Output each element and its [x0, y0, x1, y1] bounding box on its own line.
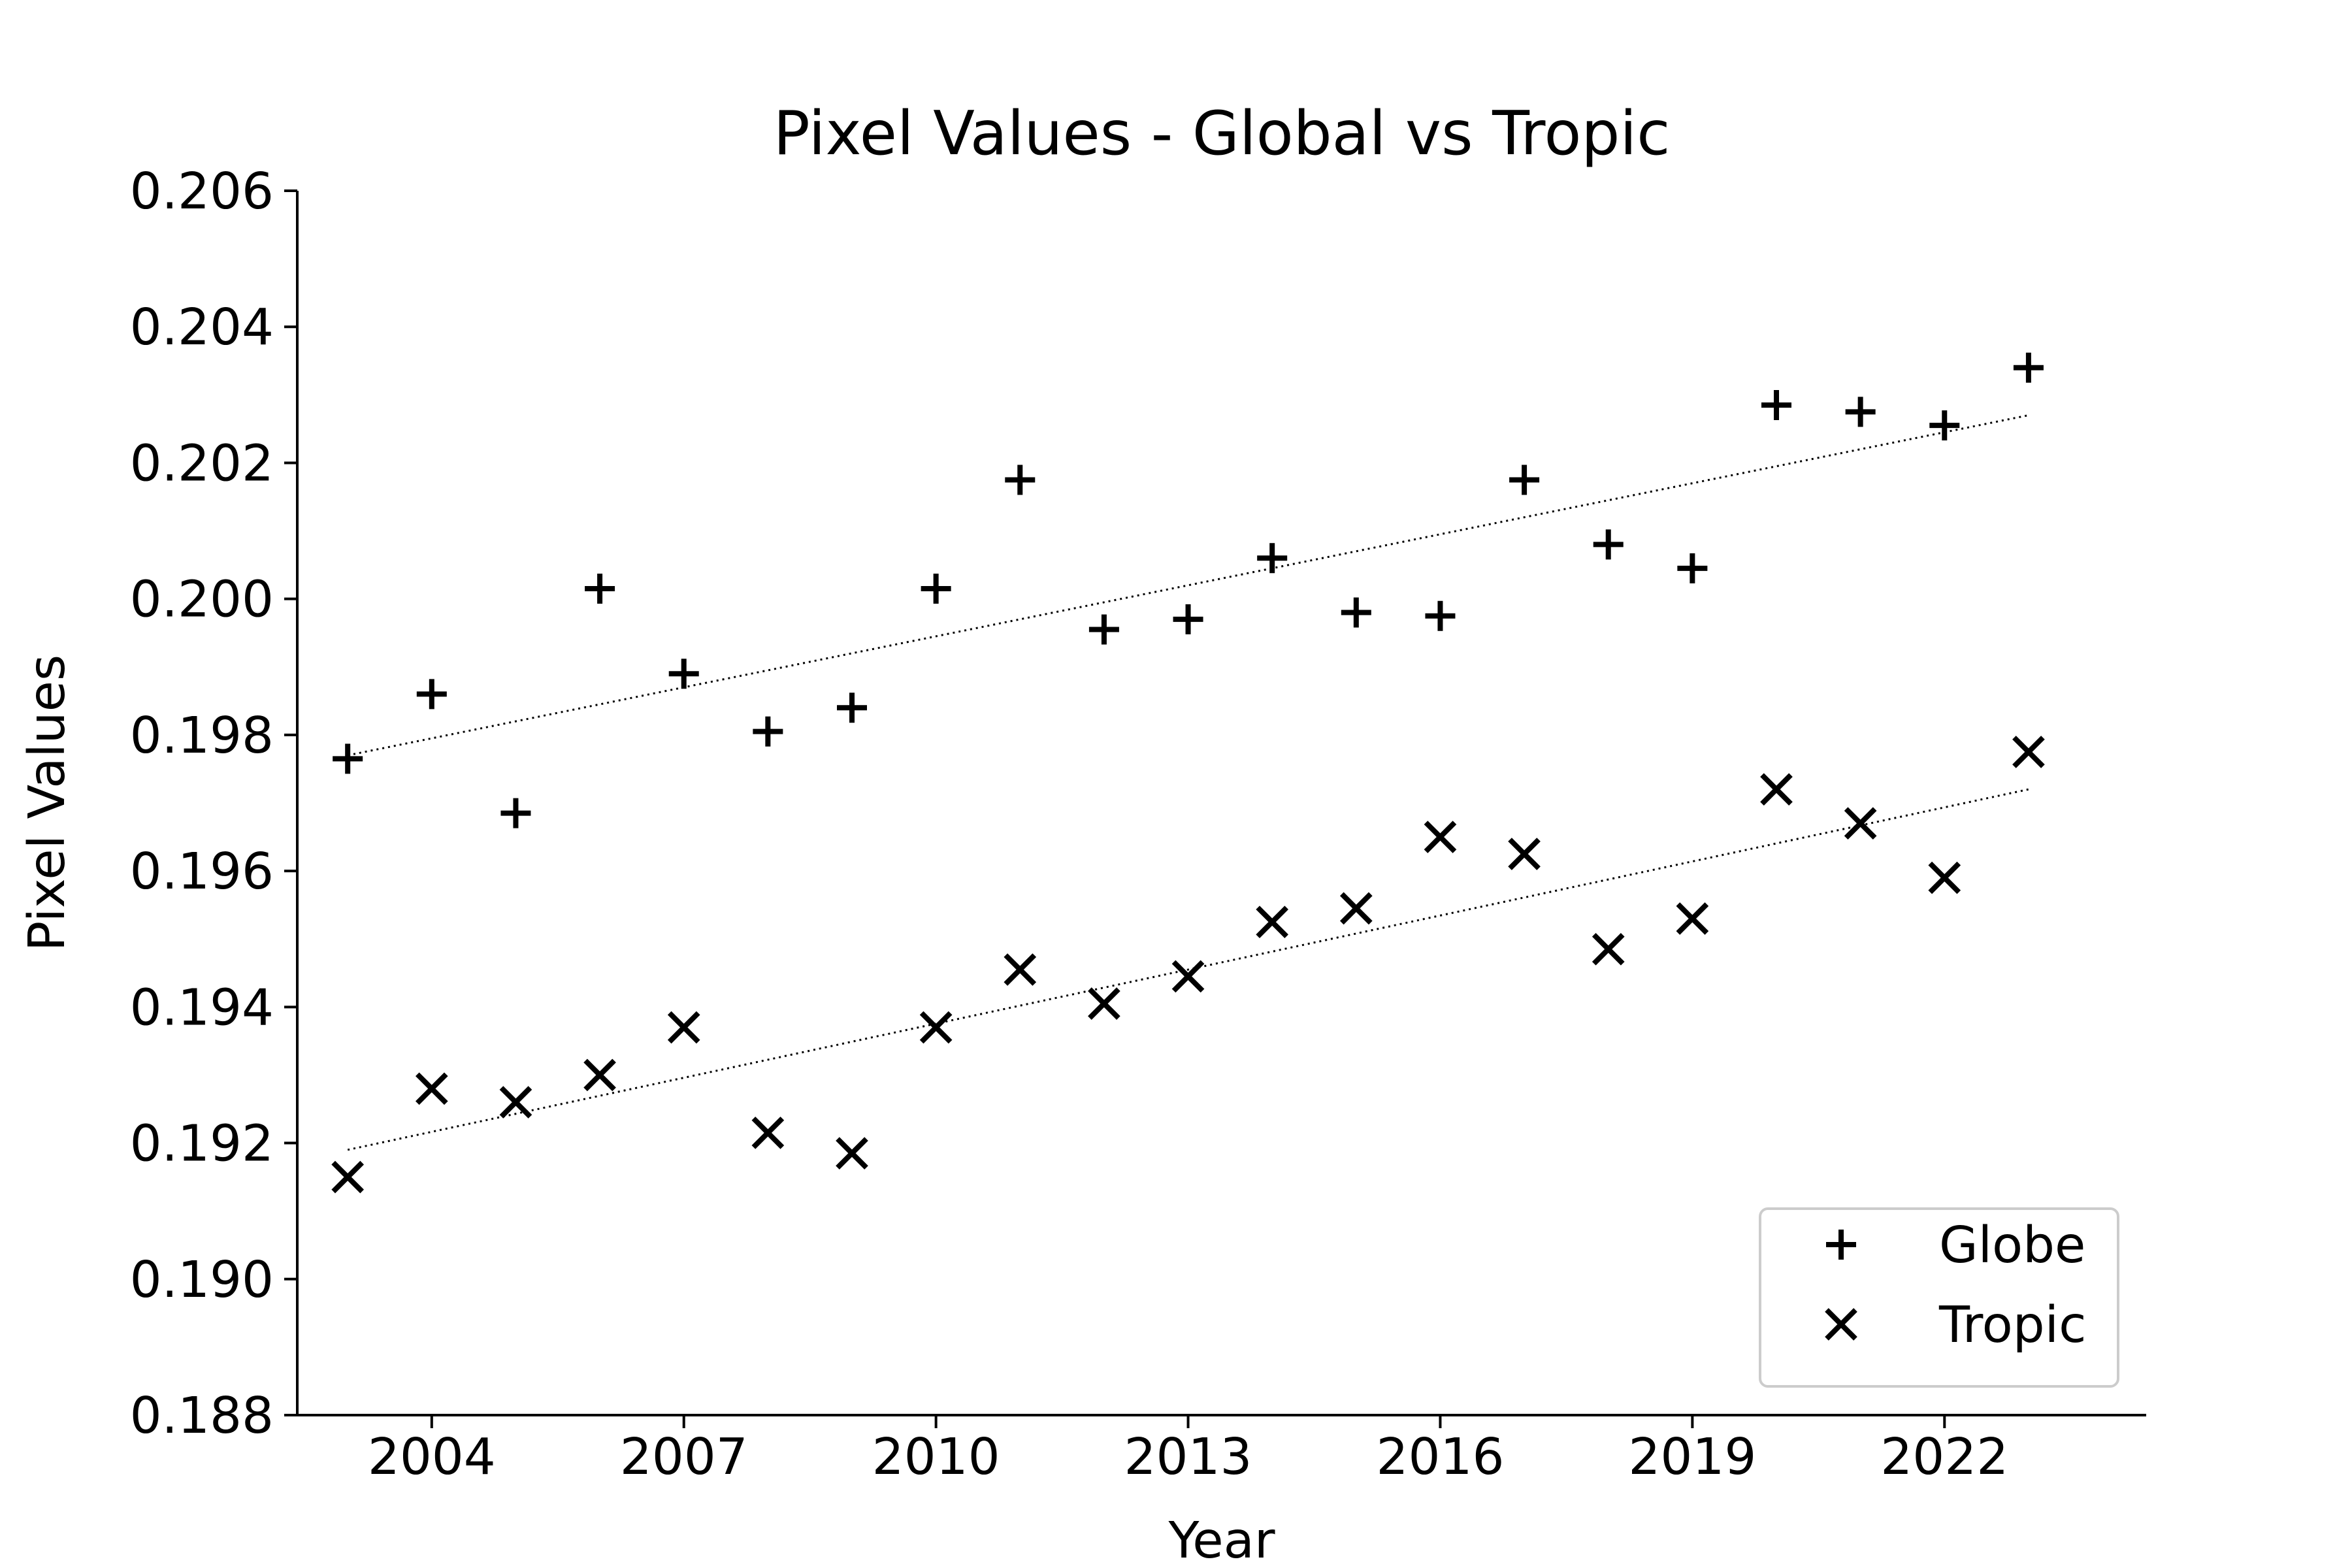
globe-point	[1593, 529, 1624, 560]
tropic-point	[1676, 902, 1709, 935]
legend-globe-label: Globe	[1939, 1217, 2085, 1275]
plot-area	[331, 352, 2045, 1194]
tropic-point	[1844, 807, 1877, 840]
legend: Globe Tropic	[1759, 1207, 2119, 1388]
legend-globe-marker	[1826, 1230, 1856, 1260]
y-tick-label: 0.204	[130, 299, 274, 357]
globe-point	[1005, 465, 1036, 495]
globe-point	[753, 716, 783, 747]
tropic-point	[1508, 838, 1541, 870]
tropic-point	[1592, 933, 1625, 966]
globe-point	[1341, 597, 1371, 628]
x-tick-label: 2010	[872, 1428, 1000, 1486]
y-tick-label: 0.206	[130, 163, 274, 221]
globe-point	[585, 574, 615, 604]
tropic-point	[1760, 773, 1793, 806]
y-tick-label: 0.192	[130, 1115, 274, 1173]
tropic-point	[415, 1072, 448, 1105]
tropic-point	[667, 1011, 700, 1044]
y-tick-label: 0.202	[130, 434, 274, 493]
globe-point	[500, 798, 531, 828]
y-tick-label: 0.200	[130, 571, 274, 629]
globe-point	[837, 693, 867, 723]
globe-point	[668, 659, 699, 689]
tropic-trend-line	[347, 788, 2029, 1151]
x-axis-label: Year	[1168, 1512, 1275, 1568]
legend-frame	[1759, 1207, 2119, 1388]
y-ticks: 0.188 0.190 0.192 0.194 0.196 0.198 0.200 0.202…	[130, 163, 297, 1445]
globe-trend-line	[347, 414, 2029, 757]
tropic-point	[331, 1160, 365, 1194]
tropic-point	[1256, 906, 1289, 939]
y-tick-label: 0.190	[130, 1251, 274, 1309]
y-tick-label: 0.188	[130, 1387, 274, 1445]
tropic-point	[1424, 821, 1457, 853]
globe-point	[1929, 410, 1960, 441]
globe-point	[1173, 604, 1203, 634]
x-tick-label: 2007	[620, 1428, 748, 1486]
legend-tropic-label: Tropic	[1938, 1296, 2086, 1354]
tropic-point	[1088, 987, 1120, 1020]
tropic-point	[751, 1117, 785, 1149]
tropic-point	[499, 1086, 532, 1119]
x-tick-label: 2019	[1628, 1428, 1756, 1486]
globe-point	[921, 574, 951, 604]
tropic-point	[1004, 953, 1037, 986]
tropic-point	[583, 1058, 616, 1092]
globe-point	[1509, 465, 1540, 495]
tropic-point	[836, 1137, 868, 1170]
globe-point	[1088, 614, 1119, 645]
y-tick-label: 0.198	[130, 707, 274, 765]
globe-point	[1677, 553, 1708, 583]
axes	[296, 191, 2146, 1416]
tropic-point	[1339, 892, 1373, 925]
y-axis-label: Pixel Values	[18, 655, 76, 951]
y-tick-label: 0.194	[130, 979, 274, 1037]
chart-title: Pixel Values - Global vs Tropic	[774, 98, 1671, 169]
globe-point	[1761, 389, 1791, 420]
y-tick-label: 0.196	[130, 843, 274, 901]
globe-point	[2013, 352, 2044, 383]
x-tick-label: 2013	[1124, 1428, 1252, 1486]
x-ticks: 2004 2007 2010 2013 2016 2019 2022	[368, 1415, 2008, 1486]
x-tick-label: 2022	[1880, 1428, 2008, 1486]
x-tick-label: 2016	[1376, 1428, 1504, 1486]
tropic-point	[1171, 960, 1205, 993]
globe-point	[1257, 543, 1288, 574]
globe-point	[1425, 600, 1456, 631]
x-tick-label: 2004	[368, 1428, 496, 1486]
tropic-point	[919, 1011, 953, 1044]
globe-point	[416, 679, 447, 710]
tropic-point	[2012, 736, 2045, 768]
legend-tropic-marker	[1825, 1308, 1857, 1341]
globe-point	[1845, 397, 1876, 427]
tropic-point	[1928, 861, 1961, 894]
globe-point	[333, 743, 363, 774]
